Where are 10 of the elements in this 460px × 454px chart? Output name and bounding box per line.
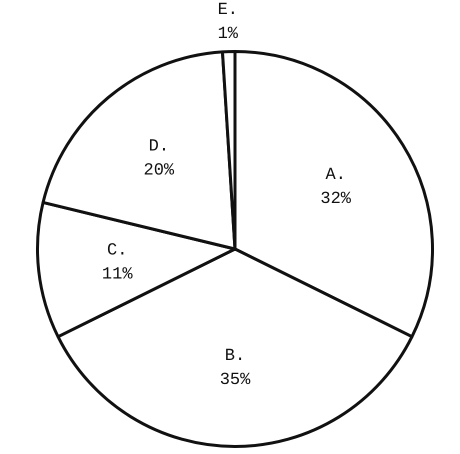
slice-label: C.: [107, 242, 128, 261]
slice-label: A.: [325, 166, 346, 186]
data-label: 11%: [102, 266, 134, 285]
data-label: 20%: [144, 162, 175, 181]
slice-label: B.: [224, 347, 246, 366]
data-label: 1%: [218, 25, 239, 44]
data-label: 32%: [320, 190, 352, 210]
data-label: 35%: [220, 371, 252, 390]
slice-label: E.: [218, 1, 238, 20]
slice-label: D.: [148, 138, 170, 157]
